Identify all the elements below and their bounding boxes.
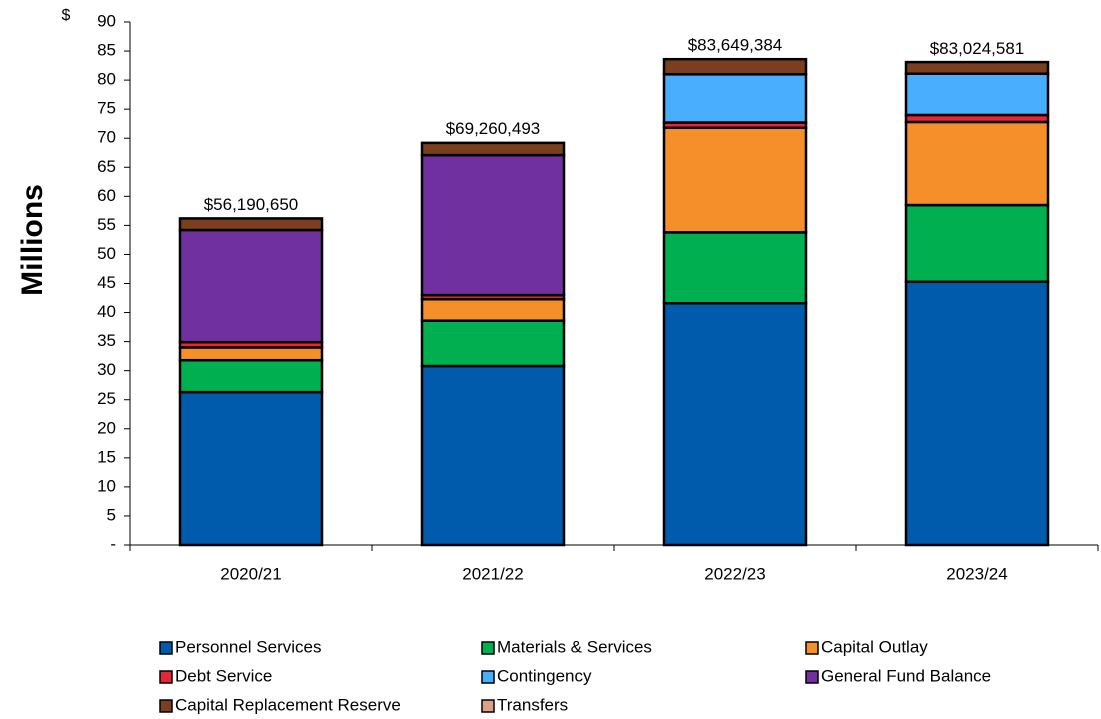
total-label: $83,024,581 [930,39,1025,58]
y-tick-label: 10 [97,476,116,495]
bar-segment [662,302,808,547]
bar-segment [178,358,324,394]
y-tick-label: 60 [97,186,116,205]
y-tick-label: 85 [97,41,116,60]
legend-swatch [805,641,819,655]
x-tick-label: 2020/21 [220,564,281,583]
bar-segment [178,390,324,547]
legend-swatch [481,670,495,684]
legend-swatch [481,699,495,713]
bar-segment [178,228,324,344]
legend-label: Contingency [497,666,592,685]
y-tick-label: 55 [97,215,116,234]
bar-segment [904,203,1050,284]
legend-label: Capital Outlay [821,637,928,656]
bar-segment [662,126,808,234]
y-axis-unit: $ [62,7,71,24]
y-tick-label: 45 [97,273,116,292]
legend-swatch [805,670,819,684]
bar-segment [420,141,566,157]
legend-swatch [159,699,173,713]
legend-swatch [159,641,173,655]
y-tick-label: 90 [97,11,116,30]
y-axis-title: Millions [16,184,49,296]
bar-segment [662,231,808,305]
y-tick-label: 30 [97,360,116,379]
bar-segment [904,280,1050,547]
bar-segment [662,57,808,76]
x-tick-label: 2022/23 [704,564,765,583]
bar-segment [420,297,566,322]
legend-label: Debt Service [175,666,272,685]
bar-segment [178,346,324,362]
x-tick-label: 2021/22 [462,564,523,583]
y-tick-label: 40 [97,302,116,321]
y-tick-label: 50 [97,244,116,263]
legend-swatch [481,641,495,655]
y-tick-label: 5 [107,505,116,524]
bar-segment [420,319,566,368]
y-tick-label: 75 [97,99,116,118]
bar-segment [662,73,808,124]
legend-label: Capital Replacement Reserve [175,695,401,714]
x-tick-label: 2023/24 [946,564,1007,583]
total-label: $83,649,384 [688,35,783,54]
bar-segment [420,153,566,297]
legend-label: Materials & Services [497,637,652,656]
bar-segment [904,120,1050,207]
total-label: $69,260,493 [446,119,541,138]
bar-segment [904,72,1050,117]
legend-swatch [159,670,173,684]
y-tick-label: 35 [97,331,116,350]
legend-label: Personnel Services [175,637,321,656]
legend-label: General Fund Balance [821,666,991,685]
legend-label: Transfers [497,695,568,714]
y-tick-label: 80 [97,70,116,89]
y-tick-label: 25 [97,389,116,408]
y-tick-label: 70 [97,128,116,147]
bar-segment [178,217,324,232]
y-tick-label: - [110,534,116,553]
bar-segment [420,364,566,547]
total-label: $56,190,650 [204,195,299,214]
bar-segment [904,60,1050,75]
y-tick-label: 20 [97,418,116,437]
y-tick-label: 15 [97,447,116,466]
y-tick-label: 65 [97,157,116,176]
